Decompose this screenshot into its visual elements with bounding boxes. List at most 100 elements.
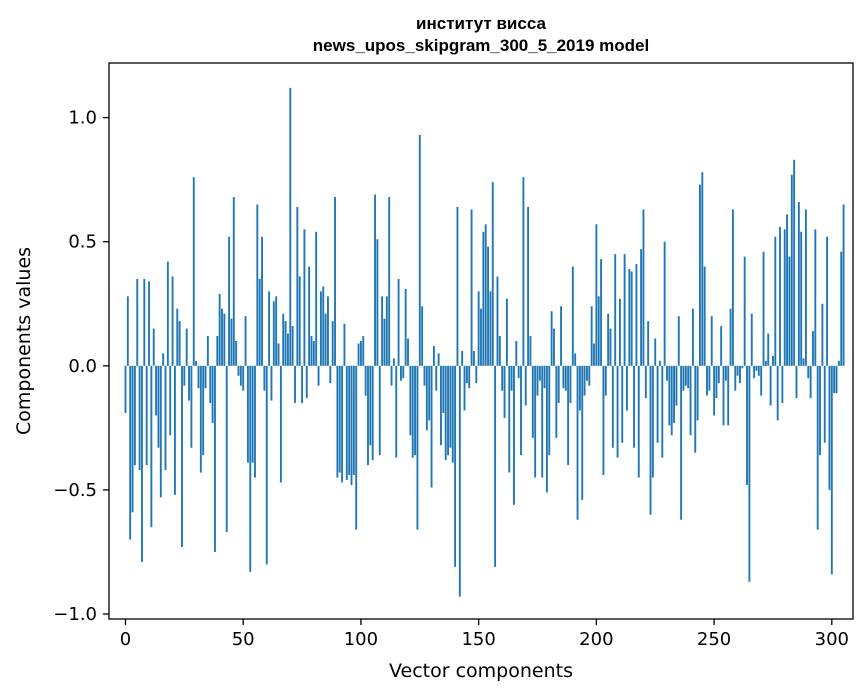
bar (564, 365, 567, 391)
bar (367, 365, 369, 466)
bar (814, 229, 817, 366)
bar (562, 365, 565, 389)
bar (828, 365, 831, 490)
bar (776, 365, 779, 421)
bar (673, 365, 675, 423)
bar (338, 365, 341, 473)
bar (696, 365, 699, 421)
bar (830, 365, 833, 575)
bar (529, 336, 532, 366)
bar (423, 365, 426, 386)
bar (440, 365, 442, 446)
x-tick-label: 250 (697, 629, 731, 650)
x-axis-ticks: 0 50 100 150 200 250 300 (120, 619, 849, 650)
bar (150, 365, 153, 528)
bar (388, 197, 391, 366)
bar (715, 365, 718, 399)
bar (722, 365, 725, 426)
bar (548, 365, 551, 456)
bar (835, 365, 838, 394)
x-tick-label: 300 (815, 629, 849, 650)
bar (402, 365, 405, 379)
bar (164, 365, 167, 471)
bar (447, 365, 449, 456)
bar (329, 365, 332, 384)
bar (138, 365, 141, 471)
bar (185, 328, 188, 366)
bar (484, 224, 487, 366)
bar (162, 353, 165, 366)
bar (277, 343, 280, 366)
bar (303, 229, 306, 366)
bar (341, 365, 344, 483)
bar (286, 333, 289, 366)
bar (600, 259, 603, 366)
bar (757, 365, 760, 376)
bar (520, 365, 522, 456)
bar (270, 365, 273, 401)
bar (656, 365, 659, 443)
bar (767, 333, 770, 366)
bar (458, 365, 461, 597)
bar (324, 313, 327, 366)
bar (430, 365, 433, 488)
bar (159, 365, 162, 498)
bar (418, 134, 421, 366)
y-tick-label: 1.0 (68, 108, 97, 129)
bar (741, 365, 744, 369)
bar (628, 269, 631, 366)
bar (604, 365, 607, 396)
bar (124, 365, 127, 413)
bar (736, 365, 739, 376)
bar (364, 365, 367, 396)
bar (821, 303, 824, 366)
bar (359, 341, 362, 366)
bar (197, 365, 200, 389)
bar (534, 365, 537, 478)
bar (454, 365, 457, 567)
bar (371, 365, 374, 461)
bar (284, 321, 287, 366)
bar (593, 343, 595, 366)
bar (251, 365, 254, 463)
plot-frame (108, 62, 854, 620)
bar (560, 306, 562, 366)
bar (254, 365, 256, 478)
bar (148, 281, 150, 366)
bar (465, 365, 468, 384)
bar (527, 206, 530, 366)
bar (724, 365, 727, 381)
bar (762, 251, 765, 366)
bar (786, 214, 789, 366)
bar (425, 365, 428, 431)
bar (717, 365, 720, 384)
bar (642, 209, 645, 366)
bar (522, 177, 525, 366)
bar (395, 365, 398, 458)
bar (578, 365, 581, 411)
bar (837, 360, 840, 366)
bar (581, 365, 584, 500)
bar (797, 202, 800, 366)
bar (166, 261, 169, 366)
bar (480, 308, 482, 366)
bar (750, 313, 753, 366)
bar (246, 365, 249, 463)
bar (437, 353, 440, 366)
bar (496, 276, 499, 366)
bar (513, 365, 515, 505)
bar (235, 341, 238, 366)
bar (258, 278, 261, 366)
bar (663, 241, 666, 366)
bar (494, 365, 497, 567)
bar (623, 254, 626, 366)
bar-series (124, 87, 845, 597)
bar (188, 365, 190, 401)
bar (218, 293, 221, 366)
bar (545, 365, 548, 493)
x-tick-label: 0 (120, 629, 131, 650)
bar (216, 336, 219, 366)
bar (409, 365, 412, 436)
bar (192, 177, 195, 366)
